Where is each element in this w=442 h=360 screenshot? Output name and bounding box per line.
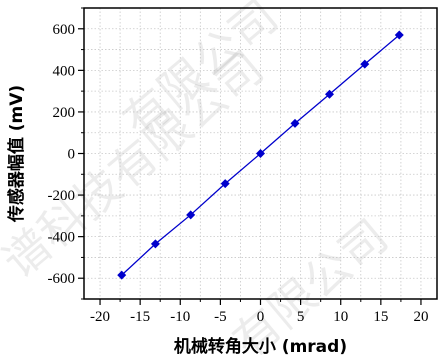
y-tick-label: 400 <box>53 63 76 79</box>
y-tick-label: -200 <box>48 188 76 204</box>
y-tick-label: 600 <box>53 22 76 38</box>
y-axis-title: 传感器幅值 (mV) <box>6 85 27 223</box>
data-point <box>360 59 370 69</box>
data-point <box>394 30 404 40</box>
data-point <box>256 149 265 158</box>
x-tick-label: 20 <box>413 309 428 325</box>
x-tick-label: -10 <box>170 309 190 325</box>
data-point <box>117 270 127 280</box>
x-tick-label: 5 <box>297 309 305 325</box>
x-tick-label: 15 <box>373 309 388 325</box>
y-tick-label: 0 <box>68 147 76 163</box>
series-layer <box>117 30 404 280</box>
x-tick-label: -15 <box>130 309 150 325</box>
x-axis-title: 机械转角大小 (mrad) <box>174 336 347 357</box>
y-tick-label: -400 <box>48 230 76 246</box>
watermark: 有限公司 谱科技有限公司 有限公司 <box>0 0 398 360</box>
data-point <box>186 210 196 220</box>
data-point <box>290 118 300 128</box>
x-tick-label: -20 <box>90 309 110 325</box>
watermark-text-2: 谱科技有限公司 <box>0 40 274 288</box>
y-tick-label: 200 <box>53 105 76 121</box>
x-tick-label: -5 <box>214 309 227 325</box>
axis-ticks: -20 -15 -10 -5 0 5 10 15 20 -600 -400 -200 0 200 400 60… <box>48 7 428 325</box>
y-tick-label: -600 <box>48 271 76 287</box>
grid <box>84 8 437 299</box>
x-tick-label: 0 <box>257 309 265 325</box>
x-tick-label: 10 <box>333 309 348 325</box>
data-point <box>150 239 160 249</box>
data-point <box>324 89 334 99</box>
data-point <box>220 179 230 189</box>
